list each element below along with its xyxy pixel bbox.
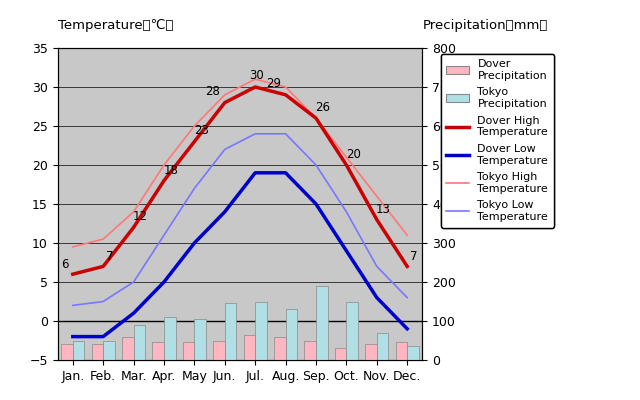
Text: 7: 7 xyxy=(410,250,418,263)
Text: 23: 23 xyxy=(194,124,209,137)
Text: 28: 28 xyxy=(205,85,220,98)
Bar xyxy=(103,340,115,360)
Text: 12: 12 xyxy=(132,210,147,224)
Bar xyxy=(164,317,175,360)
Bar xyxy=(335,348,346,360)
Bar xyxy=(134,325,145,360)
Legend: Dover
Precipitation, Tokyo
Precipitation, Dover High
Temperature, Dover Low
Temp: Dover Precipitation, Tokyo Precipitation… xyxy=(441,54,554,228)
Bar xyxy=(122,336,134,360)
Text: 7: 7 xyxy=(106,250,113,263)
Bar xyxy=(377,333,388,360)
Bar xyxy=(92,344,103,360)
Bar xyxy=(213,340,225,360)
Text: 26: 26 xyxy=(315,100,330,114)
Bar xyxy=(183,342,195,360)
Bar xyxy=(73,340,84,360)
Bar xyxy=(274,336,285,360)
Bar xyxy=(255,302,267,360)
Bar xyxy=(305,340,316,360)
Text: 18: 18 xyxy=(163,164,178,177)
Bar xyxy=(285,309,297,360)
Bar xyxy=(407,346,419,360)
Bar xyxy=(61,344,73,360)
Bar xyxy=(225,304,236,360)
Bar xyxy=(152,342,164,360)
Text: 30: 30 xyxy=(250,69,264,82)
Text: Temperature（℃）: Temperature（℃） xyxy=(58,19,173,32)
Bar xyxy=(346,302,358,360)
Bar xyxy=(396,342,407,360)
Text: 29: 29 xyxy=(266,77,281,90)
Bar xyxy=(316,286,328,360)
Text: 6: 6 xyxy=(61,258,69,271)
Text: Precipitation（mm）: Precipitation（mm） xyxy=(422,19,548,32)
Text: 20: 20 xyxy=(346,148,360,161)
Bar xyxy=(365,344,377,360)
Bar xyxy=(195,319,206,360)
Text: 13: 13 xyxy=(376,203,391,216)
Bar xyxy=(244,335,255,360)
